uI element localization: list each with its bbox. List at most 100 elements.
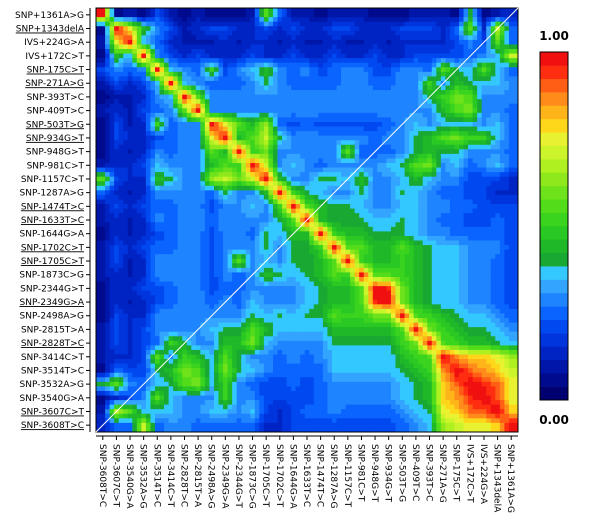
heatmap-cell xyxy=(195,117,201,123)
heatmap-cell xyxy=(431,222,437,228)
heatmap-cell xyxy=(486,67,492,73)
heatmap-cell xyxy=(359,39,365,45)
heatmap-cell xyxy=(459,121,464,127)
heatmap-cell xyxy=(440,153,446,159)
heatmap-cell xyxy=(282,126,287,132)
heatmap-cell xyxy=(454,226,460,232)
heatmap-cell xyxy=(508,140,514,146)
heatmap-cell xyxy=(359,108,365,114)
heatmap-cell xyxy=(268,149,274,155)
heatmap-cell xyxy=(177,103,183,109)
heatmap-cell xyxy=(268,35,274,41)
heatmap-cell xyxy=(499,117,505,123)
heatmap-cell xyxy=(454,208,460,214)
heatmap-cell xyxy=(96,58,101,64)
heatmap-cell xyxy=(499,17,505,23)
heatmap-cell xyxy=(431,126,437,132)
heatmap-cell xyxy=(372,231,378,237)
heatmap-cell xyxy=(309,249,315,255)
heatmap-cell xyxy=(395,26,401,32)
heatmap-cell xyxy=(395,121,401,127)
heatmap-cell xyxy=(204,94,210,100)
heatmap-cell xyxy=(282,71,287,77)
heatmap-cell xyxy=(477,80,483,86)
heatmap-cell xyxy=(173,185,179,191)
heatmap-cell xyxy=(277,8,283,13)
heatmap-cell xyxy=(154,58,160,64)
heatmap-cell xyxy=(154,44,160,50)
heatmap-cell xyxy=(495,85,501,91)
heatmap-cell xyxy=(105,53,111,59)
heatmap-cell xyxy=(268,204,274,209)
heatmap-cell xyxy=(263,117,269,123)
heatmap-cell xyxy=(141,144,147,150)
heatmap-cell xyxy=(164,62,169,68)
heatmap-cell xyxy=(313,26,319,32)
heatmap-cell xyxy=(413,67,419,73)
heatmap-cell xyxy=(218,131,224,137)
heatmap-cell xyxy=(154,76,160,82)
heatmap-cell xyxy=(486,17,492,23)
heatmap-cell xyxy=(427,112,433,118)
heatmap-cell xyxy=(395,58,401,64)
heatmap-cell xyxy=(318,117,324,123)
heatmap-cell xyxy=(395,117,401,123)
heatmap-cell xyxy=(327,226,333,232)
heatmap-cell xyxy=(313,90,319,96)
heatmap-cell xyxy=(186,226,192,232)
heatmap-cell xyxy=(495,185,501,191)
heatmap-cell xyxy=(109,30,115,36)
heatmap-cell xyxy=(345,235,351,241)
heatmap-cell xyxy=(418,53,424,59)
heatmap-cell xyxy=(96,94,101,100)
heatmap-cell xyxy=(322,194,328,200)
heatmap-cell xyxy=(186,213,192,219)
heatmap-cell xyxy=(436,71,442,77)
heatmap-cell xyxy=(350,53,356,59)
heatmap-cell xyxy=(350,222,356,228)
heatmap-cell xyxy=(254,231,260,237)
heatmap-cell xyxy=(100,44,106,50)
heatmap-cell xyxy=(154,240,160,246)
heatmap-cell xyxy=(136,204,142,209)
heatmap-cell xyxy=(123,213,129,219)
heatmap-cell xyxy=(313,204,319,209)
heatmap-cell xyxy=(449,21,455,27)
heatmap-cell xyxy=(459,172,464,178)
heatmap-cell xyxy=(381,62,387,68)
heatmap-cell xyxy=(372,213,378,219)
heatmap-cell xyxy=(241,245,247,251)
heatmap-cell xyxy=(114,17,120,23)
heatmap-cell xyxy=(291,240,297,246)
heatmap-cell xyxy=(132,144,138,150)
heatmap-cell xyxy=(232,190,238,196)
heatmap-cell xyxy=(436,172,442,178)
heatmap-cell xyxy=(331,108,337,114)
heatmap-cell xyxy=(268,103,274,109)
heatmap-cell xyxy=(173,208,179,214)
heatmap-cell xyxy=(309,226,315,232)
heatmap-cell xyxy=(445,135,451,141)
heatmap-cell xyxy=(250,58,256,64)
heatmap-cell xyxy=(136,163,142,168)
heatmap-cell xyxy=(309,26,315,32)
heatmap-cell xyxy=(508,181,514,187)
heatmap-cell xyxy=(259,226,265,232)
heatmap-cell xyxy=(513,108,519,114)
heatmap-cell xyxy=(259,8,265,13)
heatmap-cell xyxy=(236,135,242,141)
heatmap-cell xyxy=(223,44,228,50)
heatmap-cell xyxy=(449,149,455,155)
heatmap-cell xyxy=(395,176,401,182)
heatmap-cell xyxy=(409,71,415,77)
heatmap-cell xyxy=(232,131,238,137)
heatmap-cell xyxy=(232,12,238,18)
heatmap-cell xyxy=(150,12,156,18)
heatmap-cell xyxy=(232,30,238,36)
heatmap-cell xyxy=(427,135,433,141)
heatmap-cell xyxy=(436,199,442,205)
heatmap-cell xyxy=(331,49,337,54)
heatmap-cell xyxy=(141,213,147,219)
heatmap-cell xyxy=(236,249,242,255)
heatmap-cell xyxy=(136,131,142,137)
